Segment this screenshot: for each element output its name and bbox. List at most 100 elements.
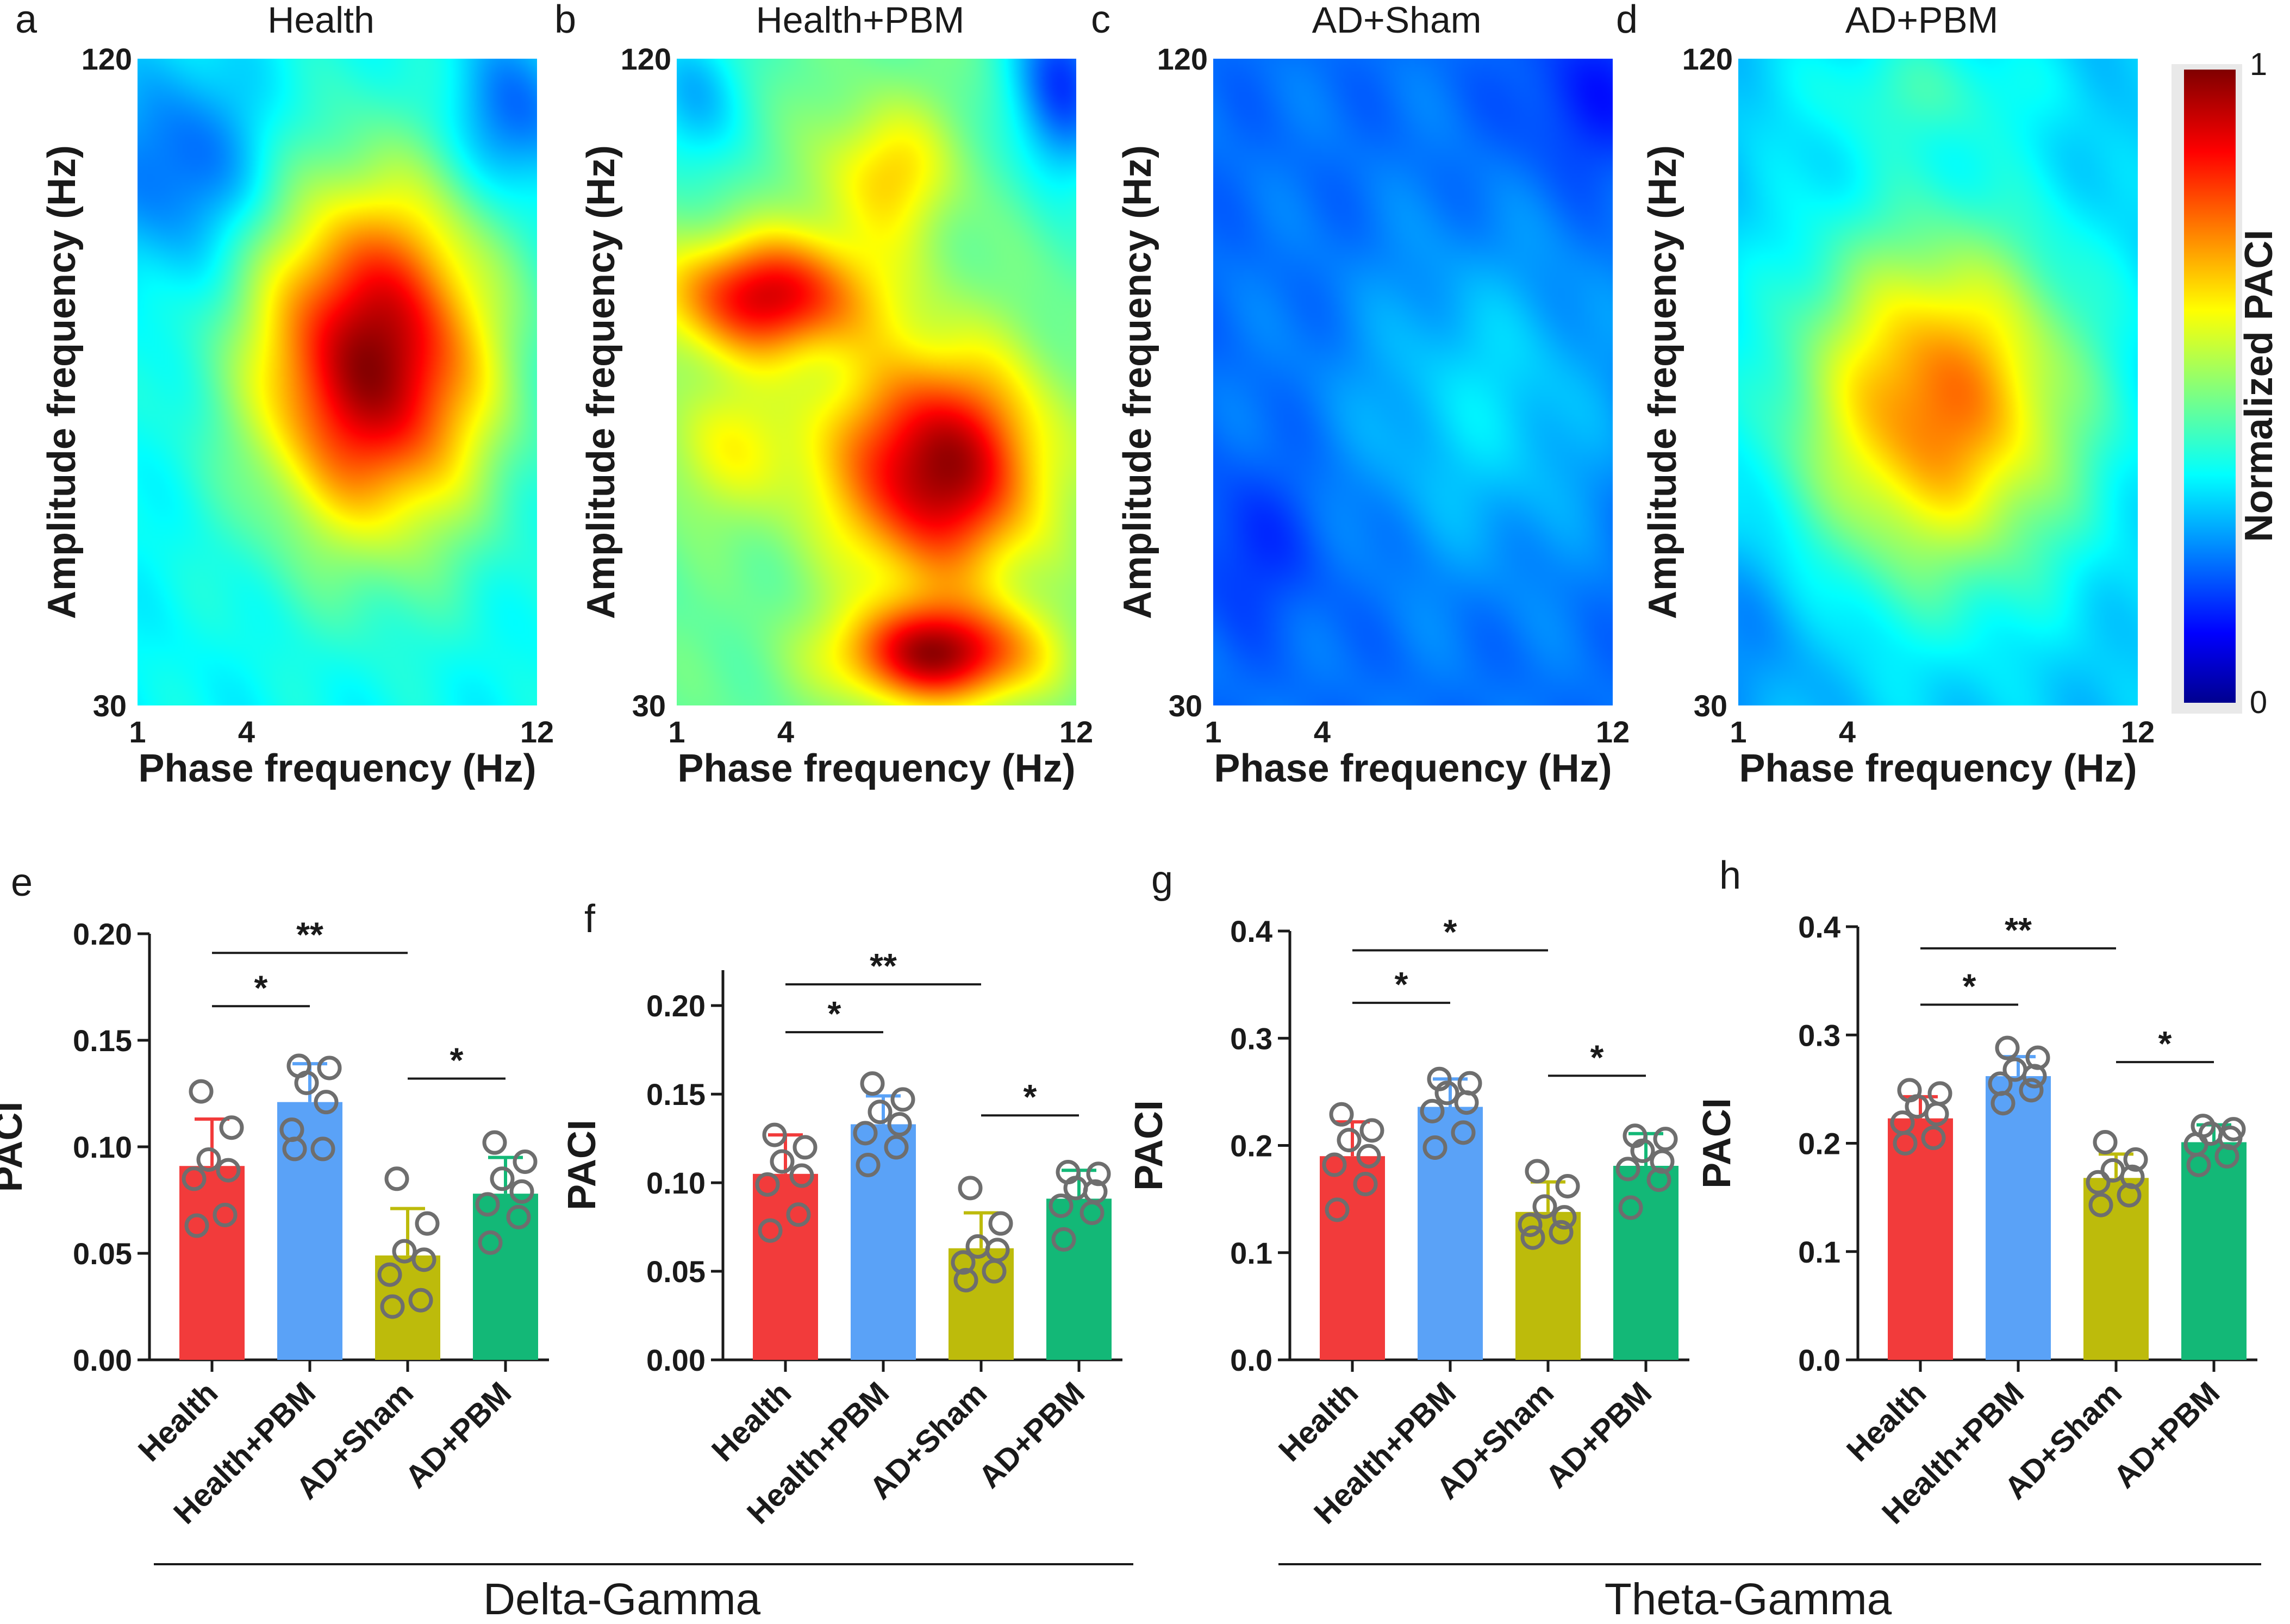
bar-health [753, 1173, 818, 1360]
bar-panel-h: h0.00.10.20.30.4PACIHealthHealth+PBMAD+S… [1695, 854, 2257, 1531]
significance-label: ** [296, 915, 323, 954]
data-point [1337, 1128, 1362, 1153]
x-tick-label: AD+PBM [2107, 1375, 2226, 1495]
data-point [182, 1166, 207, 1191]
heatmap-image-c [1213, 59, 1613, 705]
x-tick-label: 4 [1314, 715, 1331, 749]
data-point [1427, 1066, 1452, 1091]
x-tick-label: 12 [1059, 715, 1093, 749]
y-tick-label: 120 [621, 42, 671, 76]
data-point [2086, 1170, 2111, 1195]
x-tick-label: 4 [238, 715, 255, 749]
x-tick-label: 4 [1839, 715, 1856, 749]
data-point [1921, 1126, 1946, 1151]
panel-letter-c: c [1091, 0, 1110, 41]
x-tick-label: Health [705, 1375, 798, 1468]
significance-label: * [2158, 1024, 2172, 1063]
data-point [1520, 1225, 1545, 1250]
data-point [279, 1117, 304, 1142]
data-point [2198, 1121, 2223, 1146]
data-point [856, 1153, 881, 1177]
data-point [1890, 1110, 1915, 1135]
data-point [216, 1158, 241, 1183]
data-point [1615, 1157, 1640, 1182]
colorbar-min-label: 0 [2250, 685, 2267, 720]
y-tick-label: 120 [1682, 42, 1733, 76]
data-point [789, 1163, 814, 1188]
data-point [2100, 1158, 2125, 1183]
panel-letter-b: b [554, 0, 576, 41]
data-point [1897, 1078, 1922, 1103]
colorbar: 1 0 Normalized PACI [2172, 47, 2281, 720]
data-point [1988, 1071, 2013, 1096]
data-point [853, 1121, 878, 1146]
x-tick-label: Health [1840, 1375, 1933, 1468]
data-point [1051, 1227, 1076, 1252]
bar-health-pbm [851, 1124, 916, 1360]
data-point [1549, 1220, 1574, 1245]
data-point [1532, 1194, 1557, 1219]
data-point [1518, 1212, 1543, 1237]
data-point [1329, 1102, 1354, 1127]
data-point [2019, 1078, 2044, 1103]
y-tick-label: 0.10 [73, 1130, 132, 1164]
x-tick-label: Health [132, 1375, 224, 1468]
data-point [1356, 1144, 1381, 1169]
data-point [868, 1100, 893, 1125]
colorbar-max-label: 1 [2250, 47, 2267, 82]
data-point [310, 1136, 335, 1161]
data-point [286, 1053, 311, 1078]
data-point [196, 1147, 221, 1172]
data-point [2088, 1192, 2113, 1217]
y-tick-label: 0.0 [1798, 1343, 1840, 1377]
group-labels: Delta-Gamma Theta-Gamma [154, 1563, 2261, 1624]
colorbar-gradient [2184, 70, 2236, 703]
data-point [786, 1202, 811, 1227]
heatmap-title: Health+PBM [756, 0, 965, 41]
y-tick-label: 120 [82, 42, 132, 76]
y-tick-label: 0.1 [1230, 1236, 1272, 1270]
data-point [887, 1112, 912, 1137]
data-point [958, 1176, 983, 1201]
heatmap-title: AD+PBM [1845, 0, 1999, 41]
data-point [1927, 1081, 1952, 1106]
bar-ad-pbm [1046, 1198, 1112, 1360]
data-point [1434, 1080, 1459, 1105]
colorbar-label: Normalized PACI [2237, 230, 2281, 542]
y-axis-label: Amplitude frequency (Hz) [40, 145, 84, 619]
significance-label: ** [870, 946, 897, 985]
data-point [762, 1122, 787, 1147]
data-point [2025, 1045, 2050, 1070]
data-point [793, 1135, 818, 1160]
data-point [482, 1130, 507, 1155]
data-point [1552, 1205, 1577, 1230]
data-point [314, 1090, 339, 1115]
x-tick-label: 1 [1730, 715, 1746, 749]
y-axis-label: Amplitude frequency (Hz) [1116, 145, 1159, 619]
data-point [1325, 1197, 1350, 1222]
data-point [1049, 1193, 1074, 1218]
data-point [377, 1262, 402, 1287]
x-tick-label: 1 [129, 715, 146, 749]
data-point [1056, 1160, 1081, 1185]
x-tick-label: 12 [520, 715, 554, 749]
x-axis-label: Phase frequency (Hz) [1214, 747, 1612, 790]
y-axis-label: PACI [1695, 1098, 1739, 1189]
data-point [1653, 1127, 1678, 1152]
heatmap-image-a [138, 59, 537, 705]
y-tick-label: 0.15 [646, 1077, 706, 1111]
x-tick-label: AD+PBM [972, 1375, 1091, 1495]
bar-health [1888, 1118, 1953, 1360]
y-tick-label: 0.0 [1230, 1343, 1272, 1377]
data-point [1451, 1120, 1476, 1145]
data-point [1457, 1071, 1482, 1096]
y-tick-label: 0.10 [646, 1166, 706, 1200]
y-tick-label: 120 [1157, 42, 1208, 76]
significance-label: * [1963, 966, 1976, 1005]
data-point [884, 1135, 909, 1160]
bar-ad-sham [2083, 1178, 2149, 1360]
data-point [513, 1149, 538, 1174]
